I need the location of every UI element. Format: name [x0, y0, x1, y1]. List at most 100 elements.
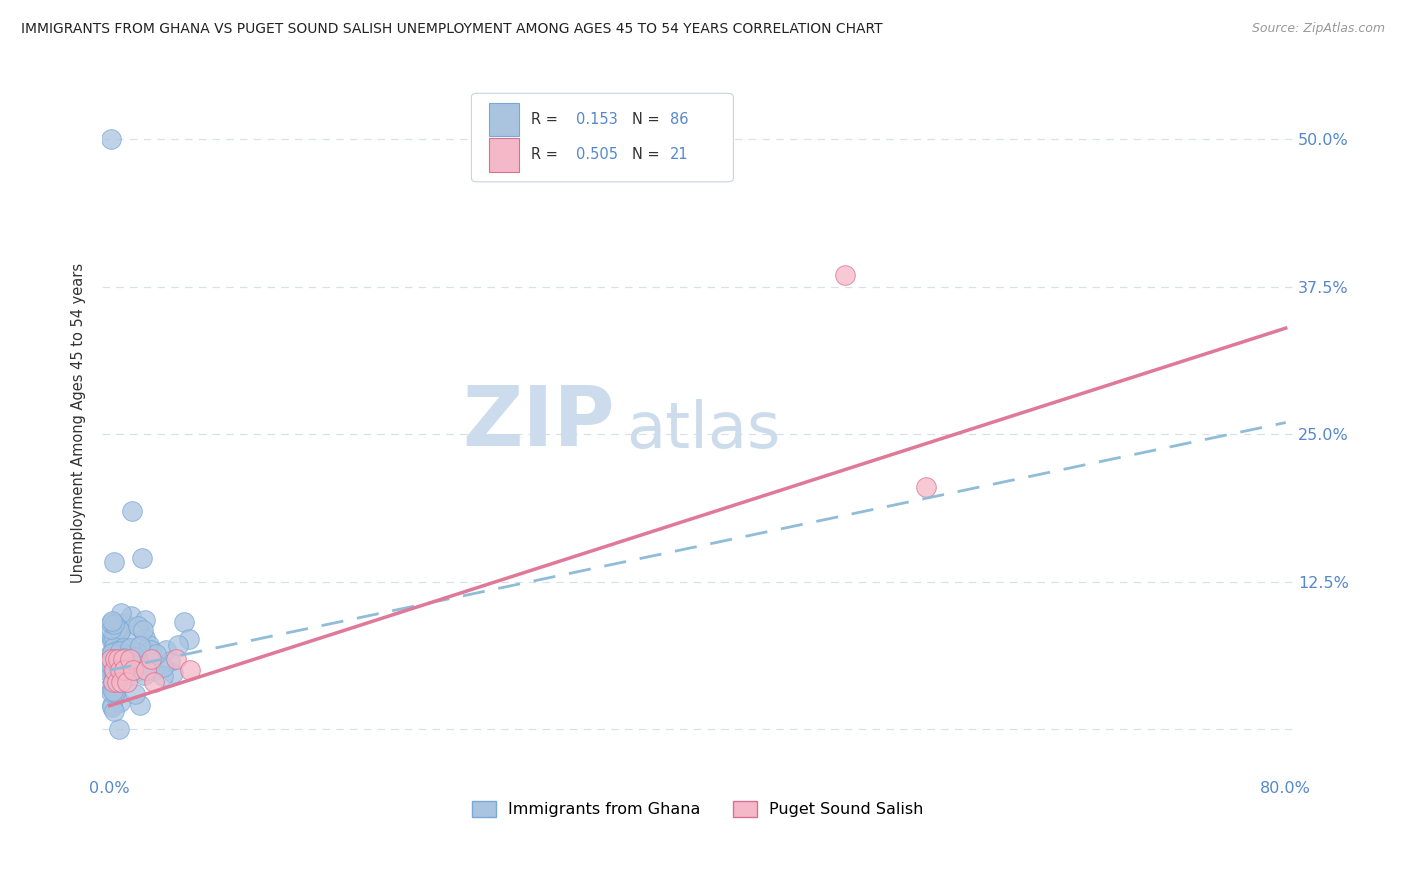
Point	[134, 631, 156, 645]
Point	[107, 654, 129, 668]
Point	[152, 669, 174, 683]
Point	[179, 632, 201, 646]
Point	[98, 662, 121, 676]
Point	[115, 655, 138, 669]
Text: 86: 86	[671, 112, 689, 127]
Point	[131, 551, 153, 566]
Point	[112, 651, 135, 665]
Point	[165, 651, 187, 665]
Point	[100, 700, 122, 714]
Point	[834, 268, 856, 282]
Point	[142, 664, 165, 678]
Point	[112, 615, 135, 630]
FancyBboxPatch shape	[489, 103, 519, 136]
Point	[110, 624, 132, 639]
Point	[103, 684, 125, 698]
Point	[145, 647, 167, 661]
Point	[111, 660, 134, 674]
Point	[105, 675, 128, 690]
Point	[138, 638, 160, 652]
Point	[101, 682, 124, 697]
Point	[173, 615, 195, 629]
Point	[155, 643, 177, 657]
Point	[120, 651, 142, 665]
Point	[105, 665, 128, 679]
Point	[125, 645, 148, 659]
Point	[142, 675, 165, 690]
Point	[103, 617, 125, 632]
Point	[100, 615, 122, 630]
FancyBboxPatch shape	[471, 94, 734, 182]
Text: 0.153: 0.153	[576, 112, 617, 127]
Text: N =: N =	[633, 147, 665, 162]
Point	[100, 646, 122, 660]
Point	[115, 675, 138, 690]
Point	[120, 641, 142, 656]
Point	[103, 674, 125, 689]
Point	[101, 646, 124, 660]
Point	[105, 644, 128, 658]
Point	[108, 723, 131, 737]
Point	[104, 685, 127, 699]
Point	[104, 651, 127, 665]
Point	[100, 633, 122, 648]
Point	[179, 663, 201, 677]
Point	[134, 613, 156, 627]
Point	[120, 609, 142, 624]
Point	[103, 632, 125, 646]
Point	[108, 663, 131, 677]
Point	[107, 621, 129, 635]
Point	[162, 665, 184, 680]
Point	[110, 695, 132, 709]
Point	[100, 132, 122, 146]
Point	[110, 666, 132, 681]
Text: N =: N =	[633, 112, 665, 127]
Point	[101, 615, 124, 629]
Point	[124, 654, 146, 668]
Point	[117, 667, 139, 681]
Point	[100, 651, 122, 665]
Text: ZIP: ZIP	[461, 382, 614, 463]
Point	[101, 663, 124, 677]
Point	[107, 660, 129, 674]
Point	[135, 663, 157, 677]
Point	[103, 704, 125, 718]
Point	[103, 555, 125, 569]
Point	[100, 684, 122, 698]
FancyBboxPatch shape	[489, 138, 519, 172]
Point	[112, 641, 135, 656]
Point	[127, 664, 149, 678]
Point	[103, 685, 125, 699]
Point	[110, 675, 132, 690]
Point	[117, 648, 139, 662]
Text: R =: R =	[531, 112, 562, 127]
Text: Source: ZipAtlas.com: Source: ZipAtlas.com	[1251, 22, 1385, 36]
Point	[152, 660, 174, 674]
Point	[139, 651, 162, 665]
Point	[101, 632, 124, 646]
Point	[107, 647, 129, 661]
Point	[124, 649, 146, 664]
Point	[100, 630, 122, 644]
Point	[127, 619, 149, 633]
Point	[101, 647, 124, 661]
Point	[118, 657, 141, 672]
Point	[159, 654, 181, 668]
Point	[104, 687, 127, 701]
Text: R =: R =	[531, 147, 562, 162]
Point	[98, 663, 121, 677]
Point	[104, 666, 127, 681]
Text: IMMIGRANTS FROM GHANA VS PUGET SOUND SALISH UNEMPLOYMENT AMONG AGES 45 TO 54 YEA: IMMIGRANTS FROM GHANA VS PUGET SOUND SAL…	[21, 22, 883, 37]
Point	[101, 698, 124, 712]
Point	[132, 668, 155, 682]
Point	[105, 624, 128, 639]
Y-axis label: Unemployment Among Ages 45 to 54 years: Unemployment Among Ages 45 to 54 years	[72, 262, 86, 582]
Point	[128, 698, 150, 712]
Point	[104, 681, 127, 695]
Point	[108, 624, 131, 638]
Point	[121, 504, 143, 518]
Point	[112, 663, 135, 677]
Text: 21: 21	[671, 147, 689, 162]
Point	[101, 675, 124, 690]
Point	[111, 651, 134, 665]
